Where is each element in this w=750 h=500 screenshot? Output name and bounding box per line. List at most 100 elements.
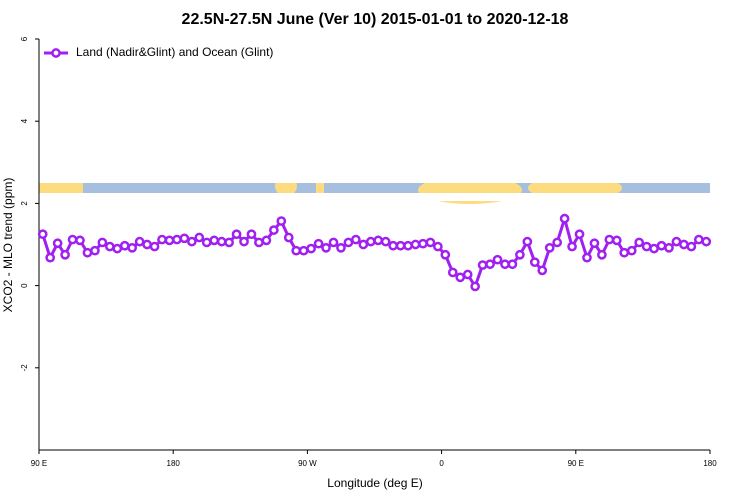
point (179, 233, 190, 244)
point (45, 252, 56, 263)
point (67, 234, 78, 245)
x-axis-label: Longitude (deg E) (327, 476, 422, 490)
point (537, 265, 548, 276)
point (656, 240, 667, 251)
point (119, 240, 130, 251)
point (172, 234, 182, 245)
point (626, 245, 637, 256)
point (343, 237, 354, 248)
point (82, 247, 93, 258)
point (462, 269, 473, 280)
point (664, 242, 674, 253)
point (492, 254, 503, 265)
point (216, 236, 227, 247)
point (351, 234, 361, 245)
legend-label: Land (Nadir&Glint) and Ocean (Glint) (76, 45, 273, 59)
y-tick-label: 6 (20, 36, 29, 41)
point (104, 241, 115, 252)
y-tick-label: 0 (20, 283, 29, 288)
point (388, 240, 398, 251)
point (186, 236, 197, 247)
y-tick-label: 2 (20, 201, 29, 206)
point (410, 239, 421, 250)
point (440, 249, 451, 260)
point (582, 252, 592, 263)
land-ocean-strip (39, 170, 710, 204)
point (701, 236, 712, 247)
point (75, 235, 85, 246)
point (470, 281, 480, 292)
point (679, 239, 689, 250)
point (641, 241, 652, 252)
point (254, 237, 264, 248)
point (291, 245, 302, 256)
point (500, 259, 510, 270)
point (313, 238, 324, 249)
point (134, 236, 145, 247)
point (425, 237, 436, 248)
point (373, 235, 384, 246)
point (455, 272, 466, 283)
point (157, 234, 167, 245)
y-tick-label: 4 (20, 118, 29, 123)
point (261, 235, 272, 246)
point (142, 239, 152, 250)
point (522, 236, 533, 247)
point (619, 247, 630, 258)
point (164, 235, 175, 246)
x-tick-label: 90 E (568, 459, 584, 468)
point (589, 238, 600, 249)
point (604, 234, 615, 245)
point (365, 236, 376, 247)
point (559, 213, 570, 224)
point (239, 236, 249, 247)
point (306, 243, 316, 254)
x-tick-label: 180 (703, 459, 717, 468)
point (447, 267, 458, 278)
series-line (41, 213, 707, 290)
point (671, 236, 682, 247)
point (380, 236, 391, 247)
point (418, 238, 428, 249)
point (60, 249, 70, 260)
point (433, 241, 443, 252)
point (477, 260, 488, 270)
point (611, 235, 622, 246)
x-tick-label: 180 (167, 459, 181, 468)
point (328, 237, 339, 248)
point (194, 232, 205, 243)
point (149, 241, 160, 252)
y-tick-label: -2 (20, 364, 29, 372)
point (552, 237, 563, 248)
point (693, 234, 704, 245)
chart-title: 22.5N-27.5N June (Ver 10) 2015-01-01 to … (182, 11, 569, 28)
y-axis-label: XCO2 - MLO trend (ppm) (1, 178, 15, 313)
x-tick-label: 90 E (31, 459, 47, 468)
point (246, 229, 257, 240)
point (37, 229, 48, 240)
point (321, 242, 331, 253)
point (485, 259, 495, 270)
point (224, 237, 234, 248)
point (544, 242, 555, 253)
point (649, 243, 659, 254)
point (395, 240, 406, 251)
point (336, 242, 346, 253)
point (269, 225, 279, 235)
point (507, 259, 518, 270)
point (529, 257, 540, 268)
point (127, 242, 138, 253)
point (298, 245, 309, 256)
point (283, 232, 294, 243)
x-tick-label: 90 W (298, 459, 317, 468)
point (403, 240, 413, 251)
point (276, 216, 287, 226)
point (597, 249, 607, 260)
legend-marker (51, 48, 61, 58)
point (97, 237, 108, 248)
point (112, 243, 123, 254)
point (567, 241, 577, 252)
point (90, 245, 100, 256)
point (358, 239, 369, 250)
